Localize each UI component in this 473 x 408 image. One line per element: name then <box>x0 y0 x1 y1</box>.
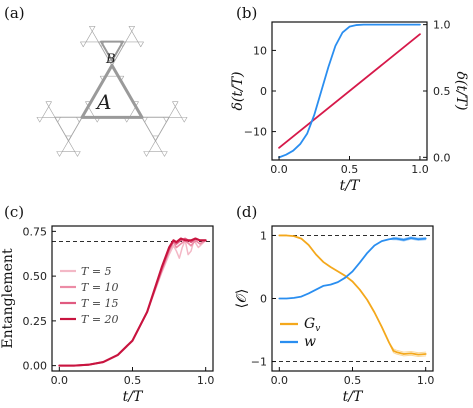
panel-d-label: (d) <box>236 203 257 221</box>
panel-d-frame <box>271 225 434 372</box>
panel-c-ytick-label: 0.25 <box>23 315 48 328</box>
panel-d-xlabel: t/T <box>343 389 364 405</box>
legend-label: T = 10 <box>81 281 119 294</box>
delta-linear-line <box>278 33 421 149</box>
fractal-triangle <box>54 116 83 142</box>
region-b-triangle <box>100 40 124 62</box>
fractal-triangle <box>141 116 170 142</box>
delta-sigmoid-line <box>278 23 421 159</box>
panel-c-xtick-label: 1.0 <box>197 374 215 387</box>
panel-c-ytick-label: 0.75 <box>23 225 48 238</box>
legend-label: T = 15 <box>81 297 119 310</box>
fractal-triangle <box>80 41 87 48</box>
panel-b-left-ytick-label: −10 <box>244 126 267 139</box>
panel-c-label: (c) <box>4 203 24 221</box>
w-line <box>278 237 427 300</box>
panel-b-xtick-label: 0.5 <box>341 163 359 176</box>
panel-c-chart: 0.0 0.5 1.0 0.00 0.25 0.50 0.75 t/T Entanglement… <box>0 225 214 405</box>
panel-c-xtick-label: 0.0 <box>51 374 69 387</box>
region-label-a: A <box>95 90 111 114</box>
fractal-triangle <box>163 116 170 123</box>
panel-b-label: (b) <box>236 4 257 22</box>
panel-d-xtick-label: 1.0 <box>417 374 435 387</box>
panel-c-ytick-label: 0.50 <box>23 270 48 283</box>
panel-b-right-ytick-label: 1.0 <box>433 19 451 32</box>
panel-c-xtick-label: 0.5 <box>124 374 142 387</box>
fractal-triangle <box>143 151 150 157</box>
panel-b-right-ytick-label: 0.5 <box>433 85 451 98</box>
fractal-triangle <box>42 106 56 118</box>
panel-b-left-ytick-label: 0 <box>260 85 267 98</box>
fractal-triangle <box>85 30 99 43</box>
gv-line <box>278 234 427 356</box>
fractal-triangle <box>161 151 168 157</box>
fractal-triangle <box>36 116 43 123</box>
panel-b-chart: 0.0 0.5 1.0 −10 0 10 0.0 0.5 1.0 t/T δ(t/T) δ(t/T) <box>230 19 469 194</box>
legend-label: Gv <box>304 316 320 334</box>
panel-d-ytick-label: −1 <box>251 356 267 369</box>
entanglement-series-line <box>58 237 207 367</box>
panel-d-chart: 0.0 0.5 1.0 −1 0 1 t/T ⟨𝒪⟩ Gvw <box>234 225 435 405</box>
fractal-triangle <box>141 116 148 123</box>
fractal-triangle <box>148 140 163 152</box>
panel-d-ytick-label: 1 <box>260 229 267 242</box>
region-label-b: B <box>105 52 116 67</box>
fractal-triangle <box>125 30 139 43</box>
panel-c-xlabel: t/T <box>123 389 144 405</box>
fractal-triangle <box>45 101 52 107</box>
legend-label: w <box>304 334 316 350</box>
panel-c-frame <box>51 225 214 372</box>
panel-d-ytick-label: 0 <box>260 293 267 306</box>
fractal-triangle <box>81 64 143 118</box>
panel-b-xlabel: t/T <box>340 178 361 194</box>
fractal-triangle <box>61 140 76 152</box>
fractal-triangle <box>56 151 63 157</box>
gv-faint-line <box>278 234 427 354</box>
fractal-triangle <box>128 26 135 32</box>
fractal-triangle <box>76 116 83 123</box>
panel-b-ylabel-left: δ(t/T) <box>230 71 246 110</box>
region-a-triangle <box>80 63 144 119</box>
sierpinski-lattice <box>36 26 188 157</box>
panel-c-ylabel: Entanglement <box>0 248 16 349</box>
fractal-triangle <box>137 41 144 48</box>
fractal-triangle <box>89 26 96 32</box>
panel-b-xtick-label: 0.0 <box>270 163 288 176</box>
fractal-triangle <box>65 135 72 142</box>
fractal-triangle <box>74 151 81 157</box>
legend-label: T = 20 <box>81 313 119 326</box>
panel-d-xtick-label: 0.0 <box>271 374 289 387</box>
panel-d-ylabel: ⟨𝒪⟩ <box>234 289 250 309</box>
fractal-triangle <box>54 116 61 123</box>
panel-b-right-ytick-label: 0.0 <box>433 151 451 164</box>
panel-d-xtick-label: 0.5 <box>344 374 362 387</box>
fractal-triangle <box>172 101 179 107</box>
panel-a-label: (a) <box>4 4 25 22</box>
fractal-triangle <box>168 106 182 118</box>
panel-c-ytick-label: 0.00 <box>23 360 48 373</box>
w-faint-line <box>278 238 427 299</box>
fractal-triangle <box>181 116 188 123</box>
panel-b-xtick-label: 1.0 <box>411 163 429 176</box>
legend-label: T = 5 <box>81 265 112 278</box>
w-faint-line <box>278 236 427 299</box>
panel-b-left-ytick-label: 10 <box>253 44 267 57</box>
panel-b-ylabel-right: δ(t/T) <box>453 71 469 110</box>
fractal-triangle <box>152 135 159 142</box>
